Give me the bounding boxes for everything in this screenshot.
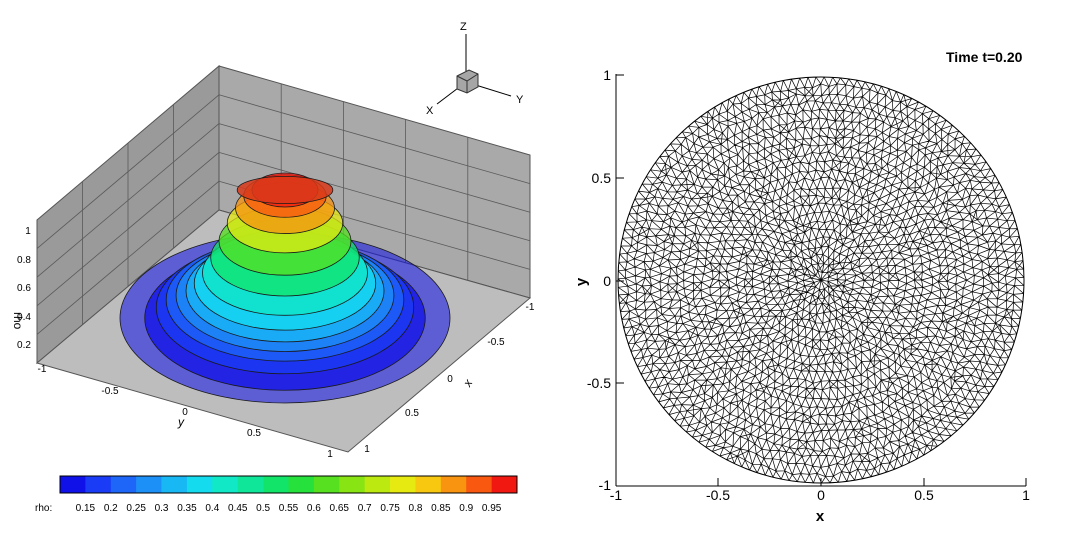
y-tick-label: 1 [327,449,333,460]
colorbar-tick-label: 0.9 [459,503,473,514]
colorbar-cell [136,476,162,493]
z-tick-label: 0.4 [17,312,31,323]
triad-z-label: Z [460,21,467,33]
wall-gridline [218,123,531,213]
colorbar: rho: 0.15 0.2 0.25 0.3 0.35 0.4 0.45 0.5 0.55 0.6… [35,475,518,514]
mesh-y-tick: -1 [599,477,612,493]
colorbar-tick-label: 0.4 [205,503,219,514]
wall-gridline [36,123,220,278]
colorbar-cell [186,476,213,493]
density-surface [119,172,451,404]
colorbar-cell [85,476,112,493]
z-axis-label: rho [11,312,25,330]
colorbar-cell [161,476,188,493]
colorbar-tick-label: 0.8 [408,503,422,514]
colorbar-cell [288,476,315,493]
colorbar-tick-label: 0.6 [307,503,321,514]
z-tick-label: 1 [25,226,31,237]
x-tick-label: -1 [526,302,535,313]
x-tick-label: 0 [447,374,453,385]
colorbar-cell [339,476,365,493]
colorbar-tick-label: 0.2 [104,503,118,514]
z-tick-label: 0.6 [17,283,31,294]
colorbar-cell [364,476,391,493]
colorbar-tick-label: 0.7 [358,503,372,514]
wall-gridline [36,94,220,249]
wall-gridline [36,152,220,307]
wall-gridline [218,94,531,184]
x-tick-label: -0.5 [487,337,505,348]
y-axis-label: y [177,415,185,429]
x-axis-label: x [460,376,476,390]
colorbar-ticks: 0.15 0.2 0.25 0.3 0.35 0.4 0.45 0.5 0.55 0.6 0.65 0… [76,503,502,514]
mesh-y-tick: 1 [603,67,611,83]
triad-y-label: Y [516,94,524,106]
mesh-y-tick: 0.5 [592,170,612,186]
colorbar-tick-label: 0.5 [256,503,270,514]
colorbar-cell [110,476,137,493]
colorbar-cell [263,476,289,493]
mesh-x-tick: 0.5 [914,487,934,503]
colorbar-cell [390,476,416,493]
mesh-x-tick: -0.5 [706,487,730,503]
wall-gridline [218,152,531,242]
colorbar-cell [466,476,492,493]
colorbar-tick-label: 0.3 [155,503,169,514]
colorbar-cell [60,476,86,493]
y-tick-label: 0.5 [247,428,261,439]
mesh-title: Time t=0.20 [946,49,1023,65]
colorbar-cell [491,476,518,493]
colorbar-label: rho: [35,503,52,514]
colorbar-tick-label: 0.25 [126,503,146,514]
x-tick-label: 1 [364,444,370,455]
x-tick-label: 0.5 [405,408,419,419]
colorbar-tick-label: 0.75 [380,503,400,514]
surface-cap [236,175,334,204]
mesh-x-tick: -1 [610,487,623,503]
z-tick-label: 0.2 [17,340,31,351]
colorbar-cell [440,476,467,493]
mesh-y-axis-label: y [573,277,590,286]
colorbar-tick-label: 0.65 [330,503,350,514]
mesh-x-axis-label: x [816,508,825,525]
z-tick-label: 0.8 [17,255,31,266]
mesh-plot: Time t=0.20 1 0.5 0 -0.5 -1 -1 -0.5 0 0.… [573,49,1030,525]
surface-plot: 1 0.8 0.6 0.4 0.2 rho -1 -0.5 0 0.5 1 y … [11,21,535,460]
colorbar-cell [212,476,239,493]
colorbar-tick-label: 0.45 [228,503,248,514]
y-tick-label: -1 [38,364,47,375]
colorbar-cell [237,476,264,493]
mesh-y-tick: 0 [603,273,611,289]
colorbar-tick-label: 0.95 [482,503,502,514]
y-axis: -1 -0.5 0 0.5 1 y [38,364,334,460]
wall-gridline [36,180,220,335]
colorbar-tick-label: 0.55 [279,503,299,514]
colorbar-cells [60,476,518,493]
axis-triad [436,34,512,105]
triad-x-label: X [426,105,434,117]
colorbar-tick-label: 0.35 [177,503,197,514]
mesh-x-tick: 0 [817,487,825,503]
y-tick-label: 0 [182,407,188,418]
z-axis: 1 0.8 0.6 0.4 0.2 rho [11,226,31,351]
mesh-edges [618,77,1024,483]
colorbar-tick-label: 0.85 [431,503,451,514]
triangular-mesh [618,77,1024,483]
colorbar-cell [415,476,442,493]
colorbar-tick-label: 0.15 [76,503,96,514]
mesh-y-tick: -0.5 [587,375,611,391]
mesh-x-tick: 1 [1022,487,1030,503]
colorbar-cell [313,476,340,493]
y-tick-label: -0.5 [101,386,119,397]
